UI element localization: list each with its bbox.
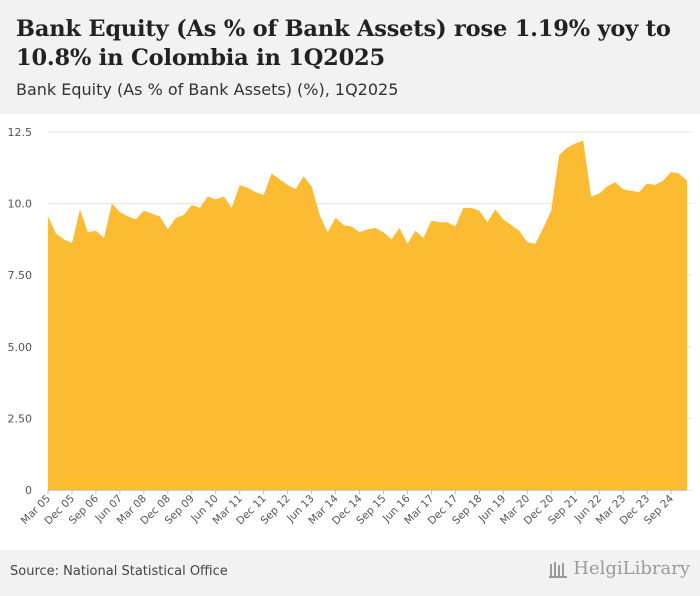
series-area	[48, 140, 687, 490]
helgi-library-logo[interactable]: HelgiLibrary	[549, 558, 690, 579]
y-tick-label: 12.5	[8, 126, 33, 139]
y-tick-label: 2.50	[8, 412, 33, 425]
header: Bank Equity (As % of Bank Assets) rose 1…	[0, 0, 700, 114]
series-area-fill	[48, 140, 687, 490]
y-axis: 0 2.50 5.00 7.50 10.0 12.5	[8, 126, 33, 497]
y-tick-label: 7.50	[8, 269, 33, 282]
source-note: Source: National Statistical Office	[10, 564, 228, 579]
page-title: Bank Equity (As % of Bank Assets) rose 1…	[16, 16, 671, 71]
logo-text: HelgiLibrary	[573, 558, 690, 579]
y-tick-label: 5.00	[8, 341, 33, 354]
y-tick-label: 0	[25, 484, 32, 497]
chart-subtitle: Bank Equity (As % of Bank Assets) (%), 1…	[16, 80, 399, 99]
y-tick-label: 10.0	[8, 198, 33, 211]
library-icon	[549, 561, 568, 578]
